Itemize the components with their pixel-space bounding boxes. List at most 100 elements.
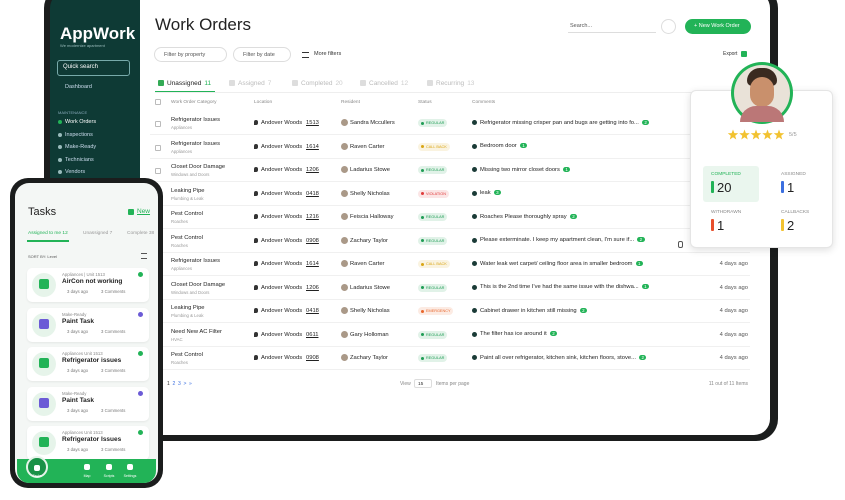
nav-item[interactable]: Technicians <box>65 156 94 163</box>
property: Andover Woods <box>261 308 303 314</box>
unit[interactable]: 0418 <box>306 308 319 314</box>
phone-tab[interactable]: Unassigned 7 <box>83 231 113 236</box>
page-link[interactable]: » <box>189 381 192 387</box>
phone-nav-label[interactable]: Tasks <box>32 474 42 478</box>
comment-icon <box>472 308 477 313</box>
main-panel <box>140 0 770 435</box>
unit[interactable]: 0611 <box>306 331 319 338</box>
nav-item[interactable]: Make-Ready <box>65 144 97 150</box>
row-checkbox[interactable] <box>155 121 161 127</box>
more-filters[interactable]: More filters <box>314 51 342 57</box>
tab[interactable]: Recurring 13 <box>436 80 474 87</box>
new-label: + New Work Order <box>694 23 740 29</box>
status-dot <box>421 309 424 313</box>
row-checkbox[interactable] <box>155 144 161 151</box>
unit[interactable]: 0418 <box>306 190 319 197</box>
row-checkbox[interactable] <box>155 168 161 174</box>
unit[interactable]: 0908 <box>306 355 319 361</box>
new-work-order[interactable]: + New Work Order <box>685 19 751 34</box>
cursor <box>678 241 683 248</box>
dashboard[interactable]: Dashboard <box>65 84 92 90</box>
comment: Roaches Please thoroughly spray 2 <box>480 213 578 220</box>
nav-item[interactable]: Work Orders <box>65 119 97 125</box>
export-icon <box>741 51 747 57</box>
unit[interactable]: 0908 <box>306 237 319 244</box>
per-page-value: 15 <box>418 381 424 387</box>
stat-value: 1 <box>787 180 795 195</box>
tab-icon <box>229 80 235 86</box>
resident: Zachary Taylor <box>350 355 388 361</box>
page-link[interactable]: 1 <box>167 381 170 387</box>
phone-tab[interactable]: Assigned to me 12 <box>28 231 68 236</box>
property: Andover Woods <box>261 214 303 220</box>
logo: AppWork <box>60 24 136 43</box>
subcategory: Appliances <box>171 148 193 154</box>
task-card[interactable]: Make-Ready Paint Task 3 days ago 3 Comments <box>27 307 149 342</box>
task-status <box>138 390 143 396</box>
filter-chip[interactable]: Filter by property <box>154 47 227 62</box>
status-dot <box>421 333 424 336</box>
nav-item[interactable]: Vendors <box>65 169 86 175</box>
tab[interactable]: Cancelled 12 <box>369 80 408 87</box>
status-dot <box>421 262 424 266</box>
category: Pest Control <box>171 211 203 217</box>
status: REGULAR <box>426 238 445 243</box>
tab-count: 13 <box>467 80 475 87</box>
resident-avatar <box>341 307 348 314</box>
tab-icon <box>158 80 164 86</box>
link-button[interactable] <box>661 19 676 34</box>
unit[interactable]: 1614 <box>306 143 319 150</box>
subcategory: Windows and Doors <box>171 172 210 177</box>
per-page[interactable]: 15 <box>414 379 432 388</box>
filter-chip[interactable]: Filter by date <box>233 47 291 62</box>
comment-count: 1 <box>635 260 644 266</box>
task-card[interactable]: Appliances Unit 1513 Refrigerator Issues 3… <box>27 426 149 460</box>
page-link[interactable]: 2 <box>172 381 176 387</box>
column-header: Status <box>418 100 432 105</box>
comment-count: 2 <box>579 307 588 313</box>
phone-sort[interactable]: SORT BY: Level <box>28 254 57 259</box>
stat-label: CALLBACKS <box>781 210 810 215</box>
phone-nav-label[interactable]: Map <box>83 474 91 478</box>
row-divider <box>150 157 750 159</box>
phone-new[interactable]: New <box>137 208 151 215</box>
task-age: 3 days ago <box>67 368 89 373</box>
tab[interactable]: Unassigned 11 <box>167 80 211 87</box>
page-link[interactable]: 3 <box>178 381 181 387</box>
new-icon <box>128 209 134 215</box>
tab-label: Recurring <box>436 80 465 87</box>
task-card[interactable]: Make-Ready Paint Task 3 days ago 3 Comments <box>27 386 149 421</box>
tab[interactable]: Completed 20 <box>301 80 343 87</box>
search-input[interactable]: Search... <box>568 21 656 33</box>
export[interactable]: Export <box>723 51 738 57</box>
category: Need New AC Filter <box>171 328 222 335</box>
property: Andover Woods <box>261 237 303 244</box>
column-header: Comments <box>472 100 496 105</box>
phone-nav-label[interactable]: Scripts <box>103 474 115 478</box>
unit[interactable]: 1513 <box>306 120 319 126</box>
pin-icon <box>254 120 258 125</box>
unit[interactable]: 1206 <box>306 167 319 173</box>
task-card[interactable]: Appliances Unit 1513 Refrigerator issues 3… <box>27 347 149 381</box>
task-card[interactable]: Appliances | Unit 1513 AirCon not working… <box>27 268 149 302</box>
category: Leaking Pipe <box>171 305 205 311</box>
comment-icon <box>472 355 477 360</box>
property: Andover Woods <box>261 261 303 267</box>
phone-nav-label[interactable]: Settings <box>123 474 137 478</box>
tab[interactable]: Assigned 7 <box>238 80 271 87</box>
status-pill: REGULAR <box>418 283 448 292</box>
unit[interactable]: 1614 <box>306 261 319 267</box>
phone-tab[interactable]: Complete 38 <box>127 231 155 236</box>
unit[interactable]: 1216 <box>306 214 319 220</box>
task-status <box>138 430 143 435</box>
star <box>750 129 762 140</box>
page-link[interactable]: > <box>183 381 187 387</box>
nav-item[interactable]: Inspections <box>65 131 93 138</box>
stat-value: 20 <box>717 180 732 195</box>
unit[interactable]: 1206 <box>306 284 319 291</box>
star <box>773 129 785 140</box>
search-box[interactable]: Quick search <box>57 60 130 76</box>
comment: Water leak wet carpet/ ceiling floor are… <box>480 260 644 267</box>
stat-bar <box>781 219 784 231</box>
comment-icon <box>472 261 477 266</box>
